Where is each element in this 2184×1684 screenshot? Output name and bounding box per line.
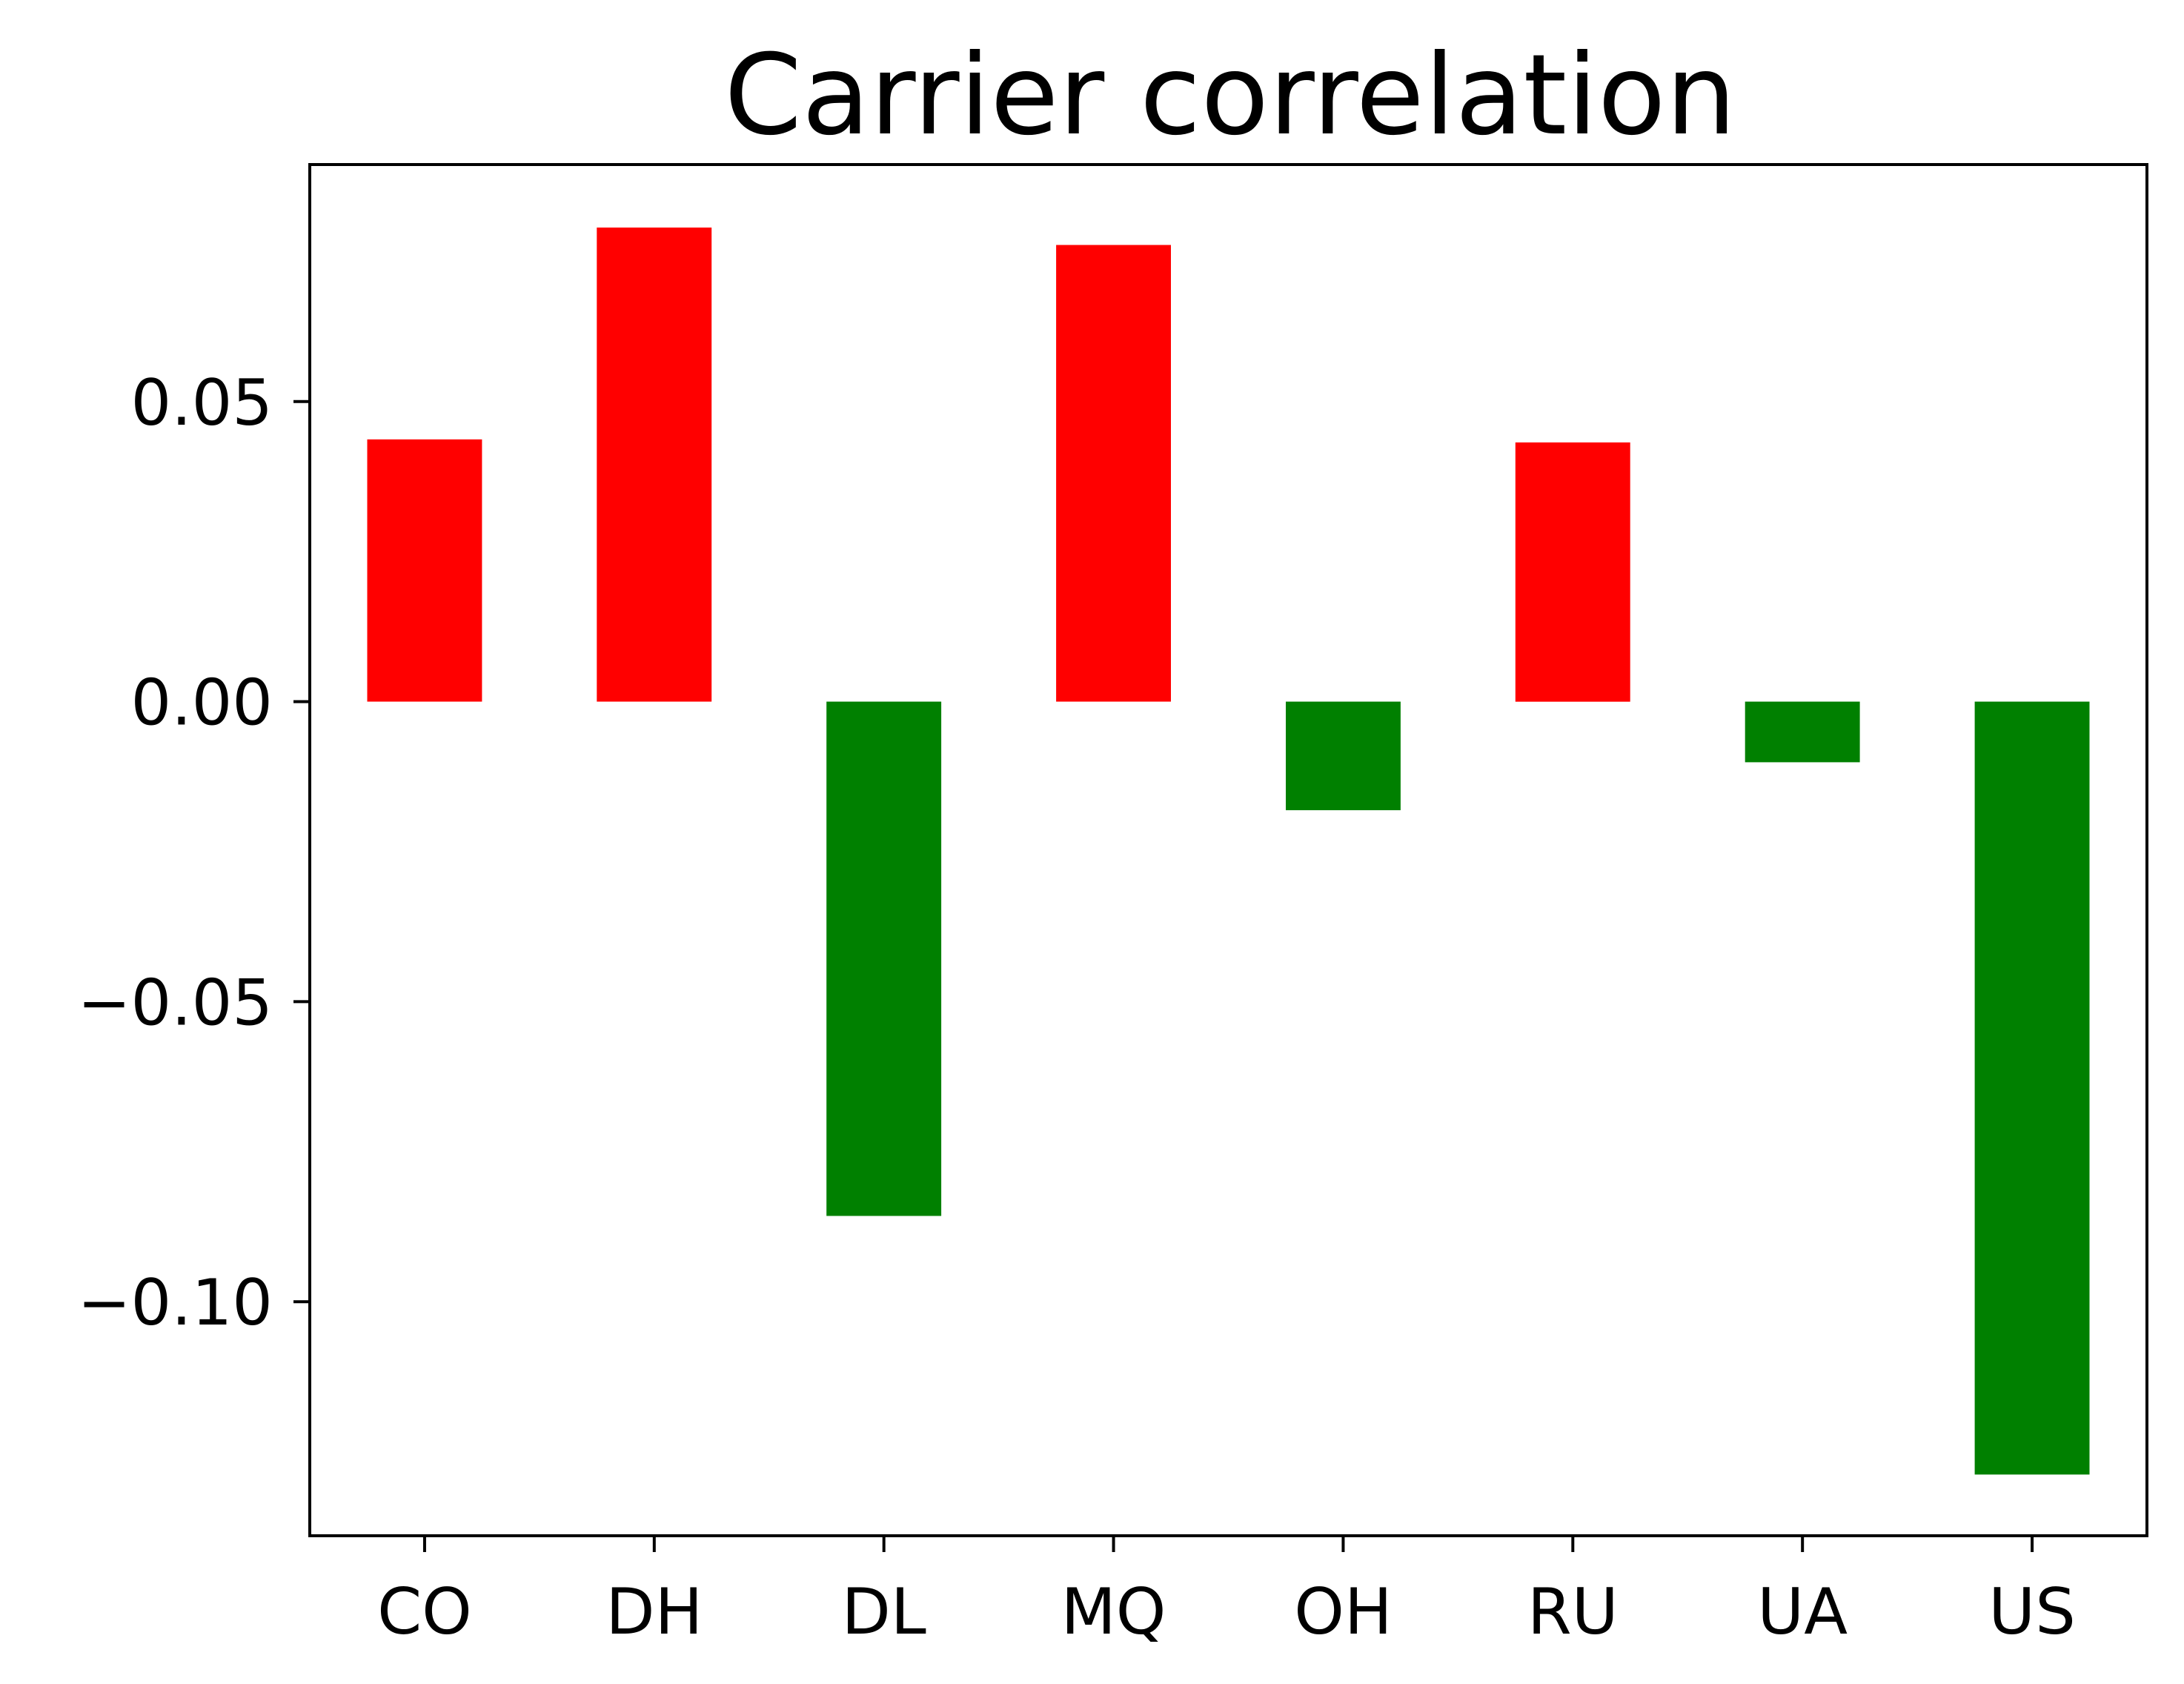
bar-oh [1286,701,1401,811]
y-tick-label: −0.10 [77,1266,273,1340]
x-tick-label: RU [1527,1575,1619,1649]
bar-mq [1056,245,1171,702]
bar-ru [1515,442,1630,702]
x-axis: CO DH DL MQ OH RU UA US [377,1536,2076,1649]
bar-dl [826,701,942,1216]
y-tick-label: −0.05 [77,966,273,1040]
bars-layer [367,228,2090,1475]
x-tick-label: OH [1294,1575,1392,1649]
y-tick-label: 0.00 [131,666,273,740]
x-tick-label: US [1988,1575,2076,1649]
bar-us [1974,701,2090,1475]
bar-co [367,439,482,702]
chart-title: Carrier correlation [724,31,1736,160]
bar-ua [1745,701,1860,763]
x-tick-label: CO [377,1575,472,1649]
x-tick-label: DL [842,1575,926,1649]
bar-dh [597,228,712,702]
y-tick-label: 0.05 [131,366,273,440]
plot-frame [308,163,2148,1537]
y-axis: 0.05 0.00 −0.05 −0.10 [77,366,310,1340]
x-tick-label: UA [1757,1575,1848,1649]
x-tick-label: MQ [1061,1575,1166,1649]
x-tick-label: DH [605,1575,703,1649]
